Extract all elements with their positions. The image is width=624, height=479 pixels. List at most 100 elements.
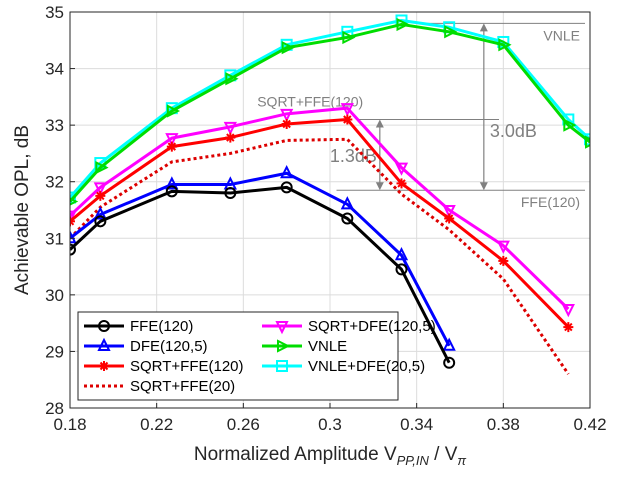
x-tick-label-6: 0.42 [573,415,606,434]
data-point-5-8 [498,38,512,52]
legend-marker-5 [277,339,291,353]
series-line-5 [70,22,590,203]
data-point-1-7 [442,337,456,351]
asterisk-stroke-d2 [167,142,177,151]
data-point-5-5 [342,30,356,45]
x-axis-label-main: Normalized Amplitude V [194,444,397,465]
gap-large-label: 3.0dB [490,121,537,141]
data-point-5-7 [444,25,458,39]
gap-large-arrow [479,23,488,191]
legend-item-1: DFE(120,5) [84,337,208,355]
legend: FFE(120) DFE(120,5) SQRT+FFE(120) SQRT+FFE(… [77,311,436,401]
gap-small-arrow [375,119,384,191]
legend-marker-2 [99,361,109,371]
series-0 [70,181,456,369]
asterisk-stroke-d2 [96,191,105,201]
data-point-0-2 [165,185,178,198]
data-point-1-0 [70,230,77,244]
data-point-4-6 [394,162,409,176]
data-point-1-5 [340,196,354,210]
legend-item-3: SQRT+FFE(20) [84,378,235,395]
y-tick-label-6: 34 [45,60,64,79]
y-tick-label-2: 30 [45,286,64,305]
data-point-2-9 [563,322,574,333]
y-tick-label-5: 33 [45,116,64,135]
legend-marker-0 [98,320,110,332]
y-axis-label: Achievable OPL, dB [12,125,33,295]
data-point-5-4 [281,41,295,55]
data-point-4-2 [165,133,179,147]
gap-small-label: 1.3dB [330,146,377,166]
legend-label-6: VNLE+DFE(20,5) [308,358,425,375]
data-point-4-0 [70,210,77,224]
data-point-0-6 [395,263,408,276]
ffe-annotation: FFE(120) [521,194,580,210]
legend-item-2: SQRT+FFE(120) [84,358,244,375]
x-ticks: 0.18 0.22 0.26 0.3 0.34 0.38 0.42 [53,403,607,434]
data-point-5-0 [70,197,79,206]
legend-label-5: VNLE [308,338,347,355]
legend-marker-4 [275,321,289,335]
asterisk-stroke-d2 [70,217,75,223]
data-point-4-5 [340,103,354,117]
data-point-5-10 [585,135,590,149]
annotations: VNLE SQRT+FFE(120) FFE(120) 1.3dB 3.0dB [257,22,585,210]
data-point-1-6 [394,247,409,261]
y-ticks: 28 29 30 31 32 33 34 35 [45,3,75,418]
data-point-0-0 [70,243,76,256]
data-point-4-9 [561,304,575,318]
legend-box [77,311,399,401]
data-point-4-4 [280,108,294,123]
asterisk-stroke-d2 [99,361,109,371]
vnle-annotation: VNLE [543,27,580,43]
x-axis-label: Normalized Amplitude VPP,IN / Vπ [194,444,467,468]
arrow-head-top [375,119,384,128]
data-point-5-6 [396,17,410,32]
asterisk-stroke-d2 [499,256,508,266]
data-point-2-1 [95,190,106,201]
legend-label-2: SQRT+FFE(120) [130,358,244,375]
series-line-1 [70,171,451,347]
series-line-0 [70,185,451,364]
data-point-5-1 [95,160,109,175]
data-point-0-5 [341,212,354,225]
series-layer [70,14,590,375]
data-point-2-8 [498,255,509,266]
data-point-4-1 [93,182,107,196]
series-line-4 [70,106,570,311]
series-line-6 [70,18,590,199]
data-point-1-1 [93,206,107,220]
legend-label-1: DFE(120,5) [130,338,208,355]
data-point-4-7 [442,205,456,219]
series-line-2 [70,117,570,329]
legend-item-4: SQRT+DFE(120,5) [262,318,436,335]
series-2 [70,114,574,333]
x-axis-label-sub1: PP,IN [397,453,430,468]
x-tick-label-4: 0.34 [400,415,433,434]
y-tick-label-1: 29 [45,342,64,361]
y-tick-label-7: 35 [45,3,64,22]
x-tick-label-0: 0.18 [53,415,86,434]
data-point-0-7 [443,356,456,369]
legend-item-5: VNLE [262,338,347,355]
data-point-5-3 [225,72,239,86]
data-point-5-2 [166,104,181,118]
data-point-4-8 [496,240,510,254]
legend-label-0: FFE(120) [130,318,193,335]
x-tick-label-3: 0.3 [318,415,342,434]
data-point-5-9 [563,118,577,132]
data-point-2-2 [166,141,177,152]
series-5 [70,17,590,206]
x-tick-label-1: 0.22 [140,415,173,434]
data-point-2-7 [444,213,455,224]
data-point-2-4 [281,119,292,130]
asterisk-stroke-d2 [343,115,352,124]
arrow-head-bottom [479,182,488,191]
asterisk-stroke-d2 [564,322,573,332]
series-line-3 [70,137,570,375]
asterisk-stroke-d2 [444,214,454,223]
asterisk-stroke-d2 [282,119,291,129]
series-3 [70,137,570,375]
series-4 [70,103,575,318]
